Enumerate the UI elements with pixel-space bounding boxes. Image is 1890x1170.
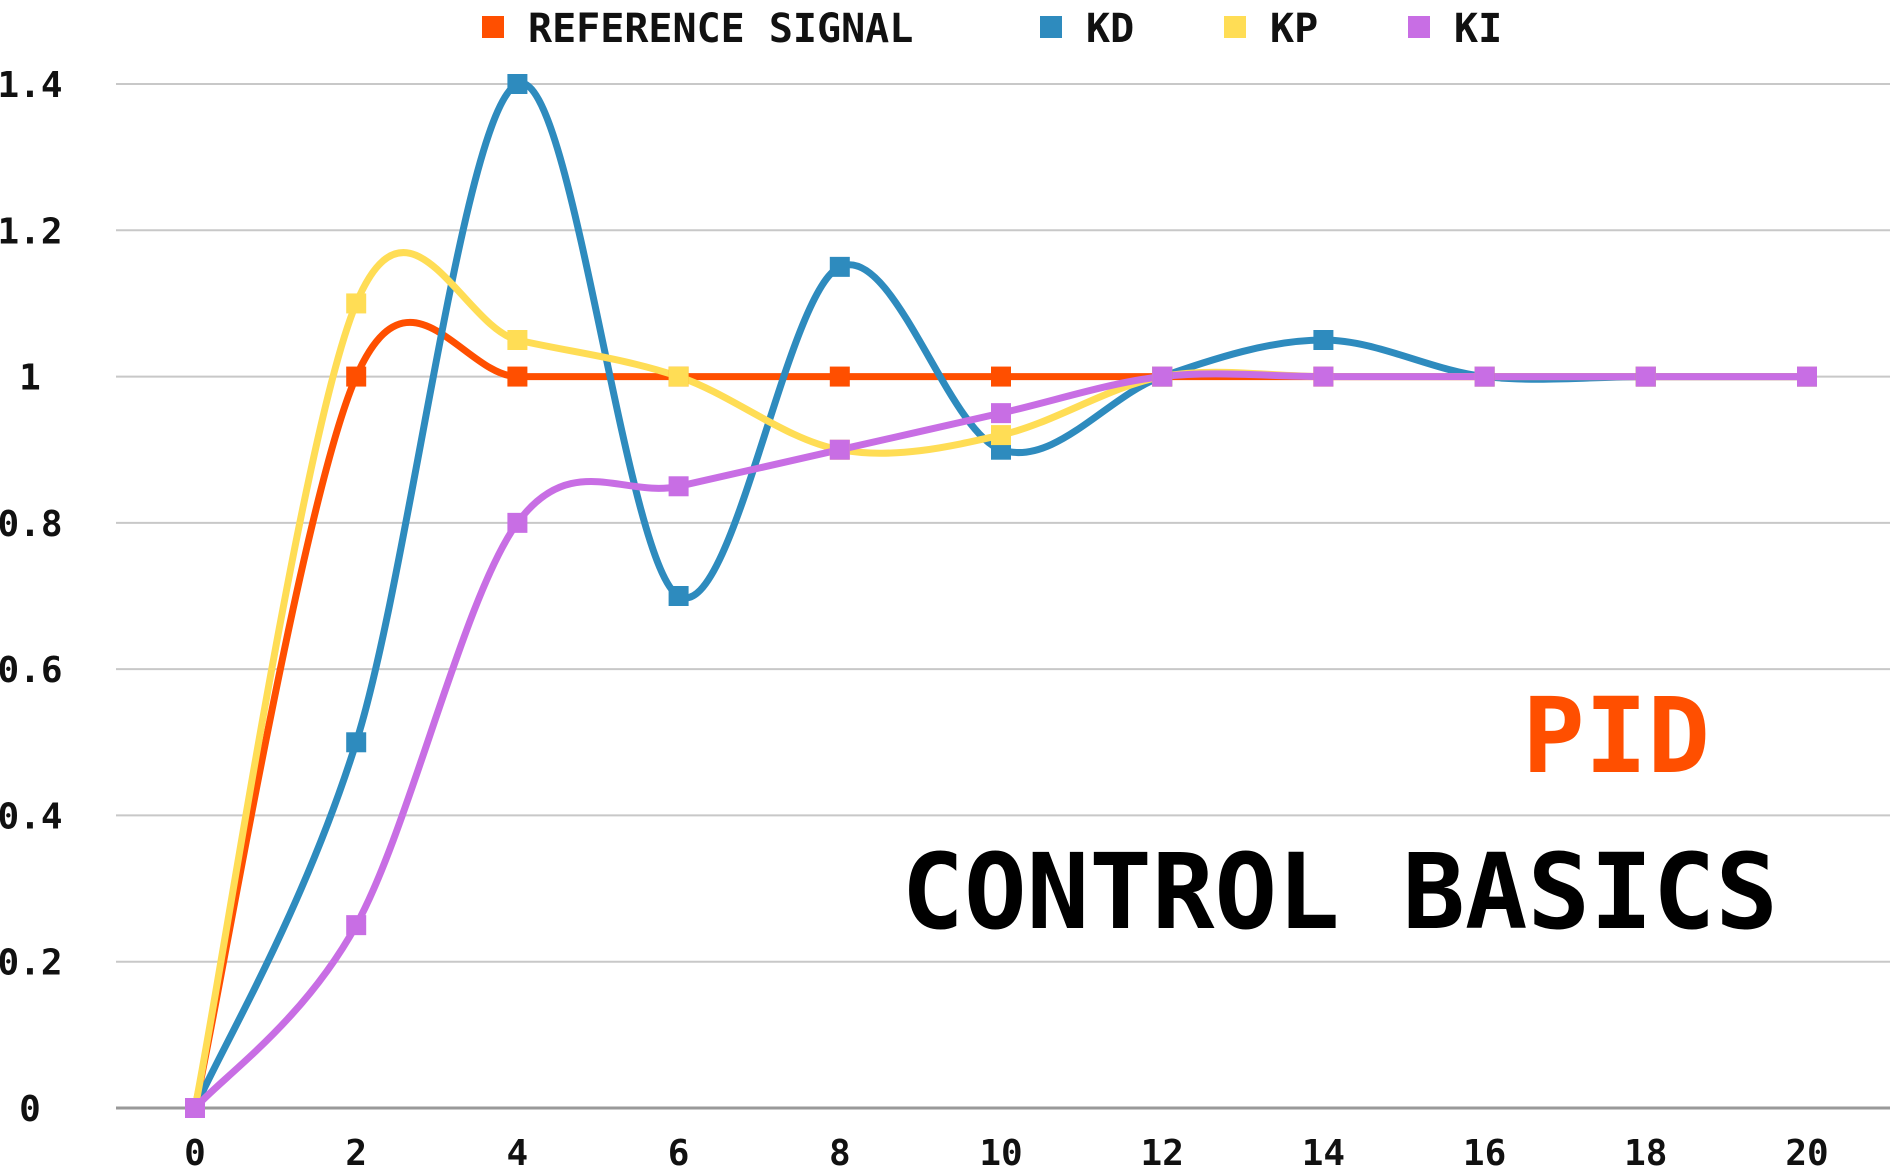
data-point [668,366,689,387]
x-tick-label: 16 [1463,1133,1506,1170]
data-point [507,74,528,94]
x-tick-label: 18 [1624,1133,1667,1170]
data-point [507,512,528,533]
x-tick-label: 4 [507,1133,529,1170]
legend-swatch [1408,16,1430,38]
x-tick-label: 10 [979,1133,1022,1170]
legend-swatch [1040,16,1062,38]
data-point [1313,330,1334,350]
series-markers [185,74,1817,1118]
data-point [1152,366,1173,387]
data-point [829,439,850,460]
y-axis-ticks: 0 0.2 0.4 0.6 0.8 1 1.2 1.4 [0,65,63,1130]
legend-swatch [1224,16,1246,38]
data-point [1635,366,1656,387]
legend-label: KP [1270,6,1318,52]
y-tick-label: 0.4 [0,796,63,837]
y-tick-label: 0.2 [0,943,63,984]
data-point [1313,366,1334,387]
legend-label: KI [1454,6,1502,52]
x-tick-label: 6 [668,1133,690,1170]
x-tick-label: 14 [1302,1133,1345,1170]
x-axis-ticks: 0 2 4 6 8 10 12 14 16 18 20 [184,1133,1829,1170]
data-point [346,915,367,936]
x-tick-label: 12 [1141,1133,1184,1170]
chart-title: PID [1522,675,1710,797]
series-line-kd [191,79,1807,1110]
data-point [1797,366,1817,387]
legend-label: REFERENCE SIGNAL [528,6,913,52]
data-point [829,366,850,387]
data-point [185,1098,205,1118]
data-point [346,293,367,314]
x-tick-label: 2 [345,1133,367,1170]
data-point [991,425,1011,446]
data-point [668,476,689,497]
y-tick-label: 1.2 [0,211,63,252]
data-point [507,330,528,350]
data-point [668,586,689,606]
legend-swatch [482,16,504,38]
data-point [346,732,367,753]
y-tick-label: 0.6 [0,650,63,691]
y-tick-label: 0 [19,1089,41,1130]
x-tick-label: 8 [829,1133,851,1170]
chart-subtitle: CONTROL BASICS [901,831,1778,953]
series-lines [191,79,1807,1111]
data-point [507,366,528,387]
data-point [991,403,1011,424]
legend: REFERENCE SIGNAL KD KP KI [482,6,1502,52]
y-tick-label: 1.4 [0,65,63,106]
data-point [346,366,367,387]
series-line-ki [192,370,1807,1111]
data-point [991,366,1011,387]
y-tick-label: 1 [19,358,41,399]
data-point [1474,366,1495,387]
y-tick-label: 0.8 [0,504,63,545]
data-point [829,256,850,277]
x-tick-label: 0 [184,1133,206,1170]
gridlines [116,83,1890,1110]
legend-label: KD [1086,6,1134,52]
x-tick-label: 20 [1785,1133,1828,1170]
